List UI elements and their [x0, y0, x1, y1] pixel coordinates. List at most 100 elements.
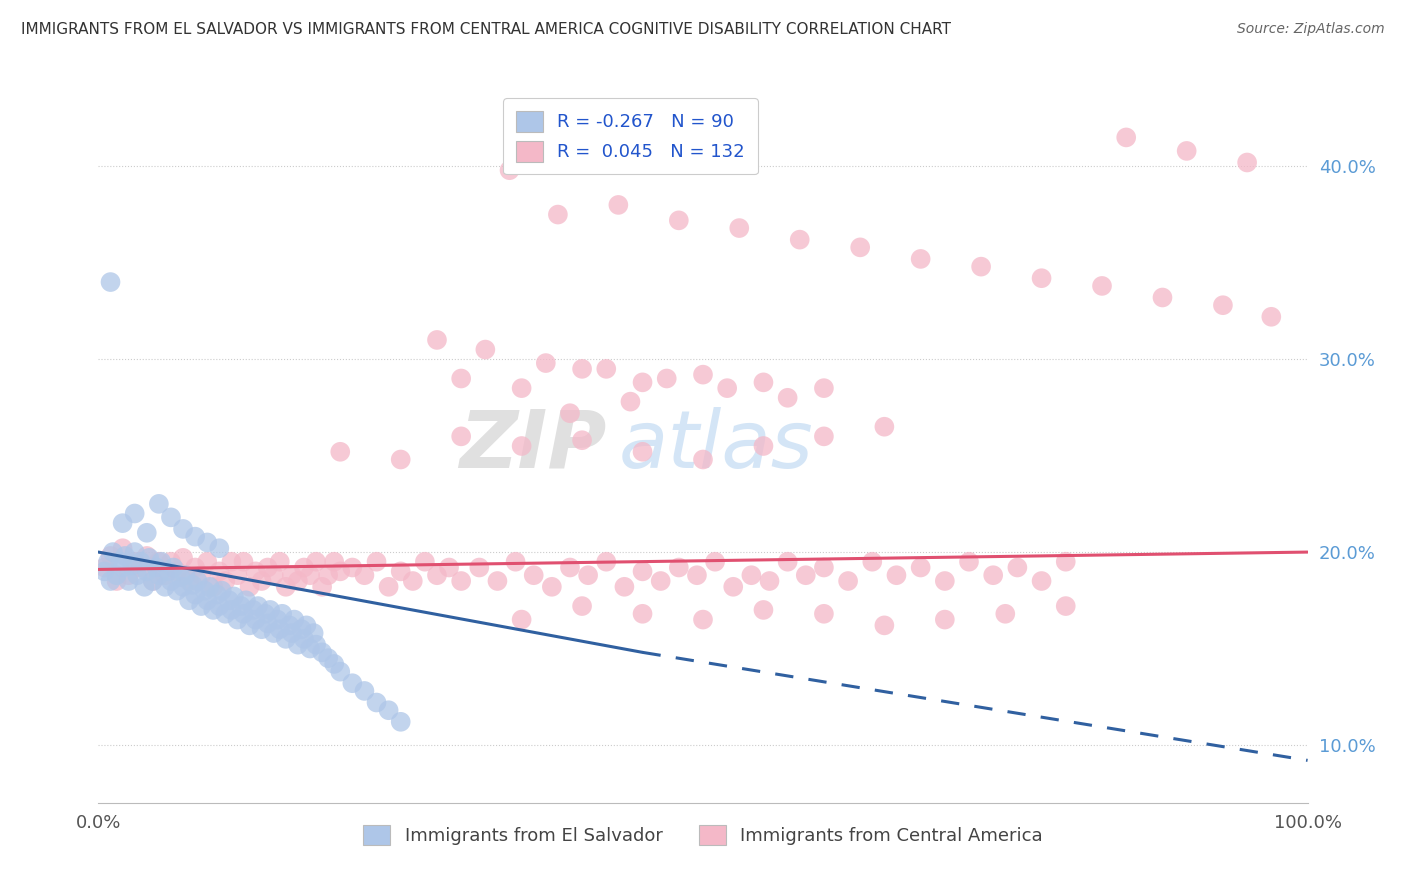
Point: [305, 555, 328, 569]
Point: [510, 613, 533, 627]
Point: [250, 574, 273, 588]
Point: [789, 233, 811, 247]
Point: [813, 429, 835, 443]
Point: [127, 568, 149, 582]
Point: [208, 565, 231, 579]
Point: [668, 213, 690, 227]
Point: [208, 541, 231, 556]
Point: [208, 599, 231, 613]
Point: [329, 665, 352, 679]
Point: [184, 587, 207, 601]
Point: [342, 676, 364, 690]
Point: [211, 583, 233, 598]
Point: [776, 391, 799, 405]
Point: [934, 613, 956, 627]
Point: [686, 568, 709, 582]
Point: [254, 607, 277, 621]
Point: [124, 507, 146, 521]
Point: [437, 560, 460, 574]
Point: [474, 343, 496, 357]
Point: [105, 574, 128, 588]
Point: [377, 580, 399, 594]
Point: [142, 574, 165, 588]
Point: [692, 613, 714, 627]
Point: [402, 574, 425, 588]
Point: [198, 580, 221, 594]
Point: [205, 587, 228, 601]
Point: [172, 522, 194, 536]
Point: [263, 626, 285, 640]
Point: [1175, 144, 1198, 158]
Point: [153, 568, 176, 582]
Point: [813, 560, 835, 574]
Point: [101, 545, 124, 559]
Point: [426, 333, 449, 347]
Point: [269, 555, 291, 569]
Point: [631, 444, 654, 458]
Point: [668, 560, 690, 574]
Point: [214, 607, 236, 621]
Point: [353, 568, 375, 582]
Point: [187, 574, 209, 588]
Point: [813, 607, 835, 621]
Point: [794, 568, 817, 582]
Point: [259, 603, 281, 617]
Point: [716, 381, 738, 395]
Point: [366, 696, 388, 710]
Point: [329, 444, 352, 458]
Point: [169, 570, 191, 584]
Point: [510, 381, 533, 395]
Point: [226, 568, 249, 582]
Point: [450, 371, 472, 385]
Point: [247, 599, 270, 613]
Point: [202, 603, 225, 617]
Point: [108, 555, 131, 569]
Point: [571, 362, 593, 376]
Point: [316, 568, 339, 582]
Point: [650, 574, 672, 588]
Point: [179, 593, 201, 607]
Point: [576, 568, 599, 582]
Point: [631, 607, 654, 621]
Point: [295, 618, 318, 632]
Legend: Immigrants from El Salvador, Immigrants from Central America: Immigrants from El Salvador, Immigrants …: [350, 812, 1056, 858]
Point: [114, 549, 136, 563]
Point: [100, 549, 122, 563]
Point: [195, 555, 218, 569]
Point: [613, 580, 636, 594]
Point: [692, 368, 714, 382]
Point: [619, 394, 641, 409]
Text: atlas: atlas: [619, 407, 813, 485]
Point: [366, 555, 388, 569]
Point: [505, 555, 527, 569]
Text: Source: ZipAtlas.com: Source: ZipAtlas.com: [1237, 22, 1385, 37]
Point: [256, 616, 278, 631]
Point: [256, 560, 278, 574]
Point: [111, 516, 134, 530]
Point: [631, 376, 654, 390]
Point: [160, 574, 183, 588]
Point: [595, 555, 617, 569]
Point: [287, 574, 309, 588]
Point: [1236, 155, 1258, 169]
Point: [740, 568, 762, 582]
Point: [450, 574, 472, 588]
Point: [752, 376, 775, 390]
Point: [118, 568, 141, 582]
Point: [274, 632, 297, 646]
Point: [245, 565, 267, 579]
Text: IMMIGRANTS FROM EL SALVADOR VS IMMIGRANTS FROM CENTRAL AMERICA COGNITIVE DISABIL: IMMIGRANTS FROM EL SALVADOR VS IMMIGRANT…: [21, 22, 950, 37]
Point: [274, 580, 297, 594]
Point: [134, 580, 156, 594]
Point: [105, 568, 128, 582]
Point: [311, 645, 333, 659]
Point: [910, 252, 932, 266]
Point: [190, 599, 212, 613]
Point: [172, 550, 194, 565]
Point: [860, 555, 883, 569]
Point: [129, 560, 152, 574]
Point: [1115, 130, 1137, 145]
Point: [758, 574, 780, 588]
Point: [970, 260, 993, 274]
Point: [162, 560, 184, 574]
